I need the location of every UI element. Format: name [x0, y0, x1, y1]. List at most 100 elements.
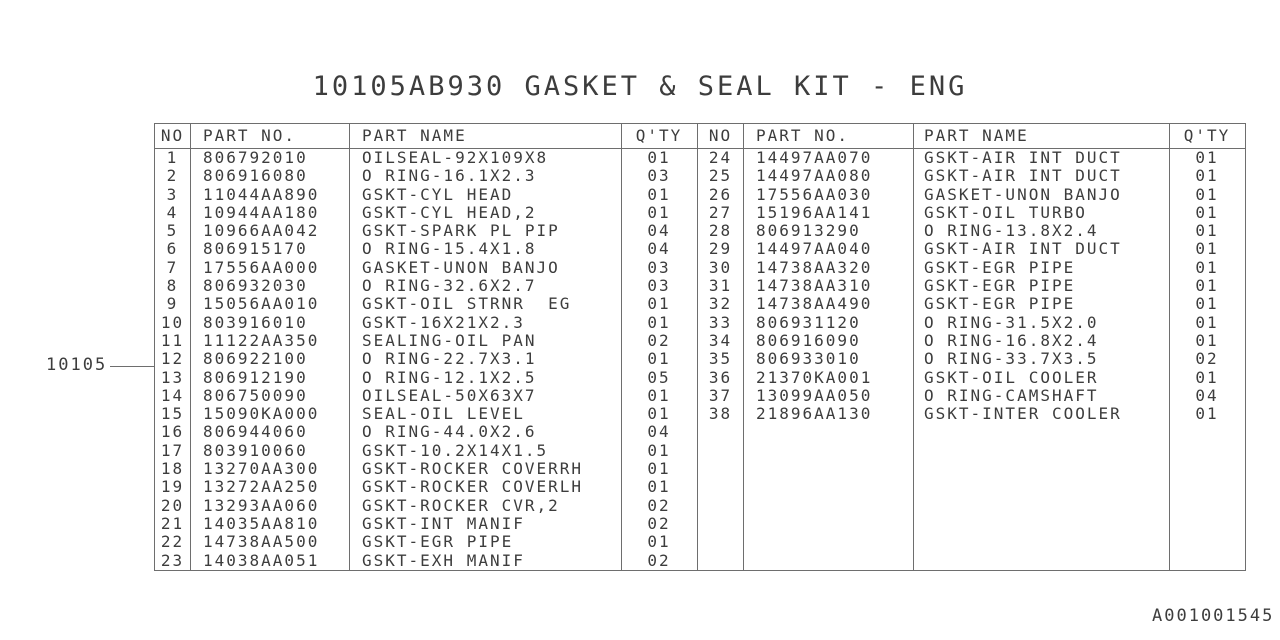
table-row: 14 806750090 OILSEAL-50X63X7 01 [155, 387, 697, 405]
cell-part-name: GSKT-INT MANIF [362, 514, 525, 533]
cell-no: 20 [160, 496, 185, 515]
table-row: 20 13293AA060 GSKT-ROCKER CVR,2 02 [155, 497, 697, 515]
cell-qty: 04 [647, 423, 671, 442]
cell-part-no: 806944060 [203, 423, 308, 442]
table-row: 35 806933010 O RING-33.7X3.5 02 [698, 350, 1245, 368]
column-divider [621, 124, 622, 570]
parts-table-left: NO PART NO. PART NAME Q'TY 1 806792010 OIL… [155, 124, 697, 570]
cell-part-name: SEALING-OIL PAN [362, 331, 537, 350]
cell-qty: 02 [647, 514, 671, 533]
cell-part-no: 806912190 [203, 368, 308, 387]
drawing-title: 10105AB930 GASKET & SEAL KIT - ENG [312, 71, 968, 102]
cell-part-no: 13099AA050 [756, 386, 873, 405]
table-row: 27 15196AA141 GSKT-OIL TURBO 01 [698, 204, 1245, 222]
table-row: 3 11044AA890 GSKT-CYL HEAD 01 [155, 186, 697, 204]
header-part-no: PART NO. [203, 126, 297, 145]
parts-table-right: NO PART NO. PART NAME Q'TY 24 14497AA070 G… [697, 124, 1245, 570]
table-row: 13 806912190 O RING-12.1X2.5 05 [155, 369, 697, 387]
cell-no: 3 [166, 185, 179, 204]
column-divider [190, 124, 191, 570]
table-body-left: 1 806792010 OILSEAL-92X109X8 01 2 806916080 O … [155, 149, 697, 570]
cell-part-name: O RING-32.6X2.7 [362, 277, 537, 296]
cell-part-no: 806916090 [756, 331, 861, 350]
table-header-left: NO PART NO. PART NAME Q'TY [155, 124, 697, 148]
figure-number-label: 10105 [46, 355, 108, 375]
table-row: 4 10944AA180 GSKT-CYL HEAD,2 01 [155, 204, 697, 222]
cell-qty: 04 [1195, 386, 1219, 405]
cell-no: 2 [166, 167, 179, 186]
cell-no: 29 [708, 240, 733, 259]
cell-part-no: 13270AA300 [203, 460, 320, 479]
header-no: NO [160, 126, 185, 145]
cell-part-name: OILSEAL-50X63X7 [362, 386, 537, 405]
cell-no: 10 [160, 313, 185, 332]
cell-no: 6 [166, 240, 179, 259]
cell-part-no: 14497AA040 [756, 240, 873, 259]
drawing-number: A001001545 [1152, 606, 1275, 626]
cell-part-no: 14497AA080 [756, 167, 873, 186]
cell-qty: 01 [647, 441, 671, 460]
cell-qty: 01 [647, 533, 671, 552]
cell-part-no: 14738AA320 [756, 258, 873, 277]
cell-qty: 03 [647, 167, 671, 186]
table-row: 32 14738AA490 GSKT-EGR PIPE 01 [698, 295, 1245, 313]
table-row: 16 806944060 O RING-44.0X2.6 04 [155, 423, 697, 441]
table-row: 15 15090KA000 SEAL-OIL LEVEL 01 [155, 405, 697, 423]
cell-qty: 04 [647, 222, 671, 241]
cell-no: 28 [708, 222, 733, 241]
cell-qty: 01 [1195, 405, 1219, 424]
cell-part-no: 15056AA010 [203, 295, 320, 314]
header-part-name: PART NAME [924, 126, 1029, 145]
cell-part-no: 17556AA000 [203, 258, 320, 277]
cell-part-name: GSKT-EGR PIPE [924, 277, 1076, 296]
table-row: 21 14035AA810 GSKT-INT MANIF 02 [155, 515, 697, 533]
table-row: 10 803916010 GSKT-16X21X2.3 01 [155, 314, 697, 332]
cell-part-name: O RING-15.4X1.8 [362, 240, 537, 259]
cell-no: 5 [166, 222, 179, 241]
cell-part-name: O RING-16.1X2.3 [362, 167, 537, 186]
table-row: 30 14738AA320 GSKT-EGR PIPE 01 [698, 259, 1245, 277]
cell-part-name: O RING-CAMSHAFT [924, 386, 1099, 405]
cell-part-no: 806913290 [756, 222, 861, 241]
cell-part-name: GSKT-OIL TURBO [924, 203, 1087, 222]
cell-qty: 01 [1195, 167, 1219, 186]
table-body-right: 24 14497AA070 GSKT-AIR INT DUCT 01 25 14497AA… [698, 149, 1245, 423]
cell-part-name: GSKT-OIL COOLER [924, 368, 1099, 387]
cell-part-no: 806933010 [756, 350, 861, 369]
cell-part-no: 803916010 [203, 313, 308, 332]
cell-part-no: 806916080 [203, 167, 308, 186]
cell-qty: 01 [647, 386, 671, 405]
cell-qty: 02 [1195, 350, 1219, 369]
cell-part-name: O RING-33.7X3.5 [924, 350, 1099, 369]
cell-qty: 02 [647, 496, 671, 515]
cell-part-no: 806750090 [203, 386, 308, 405]
cell-qty: 01 [1195, 331, 1219, 350]
table-row: 23 14038AA051 GSKT-EXH MANIF 02 [155, 552, 697, 570]
cell-part-no: 806915170 [203, 240, 308, 259]
cell-part-name: GSKT-OIL STRNR EG [362, 295, 572, 314]
cell-part-name: GSKT-ROCKER COVERRH [362, 460, 584, 479]
cell-part-name: SEAL-OIL LEVEL [362, 405, 525, 424]
column-divider [743, 124, 744, 570]
cell-part-name: GSKT-ROCKER CVR,2 [362, 496, 560, 515]
column-divider [349, 124, 350, 570]
cell-part-no: 803910060 [203, 441, 308, 460]
table-row: 28 806913290 O RING-13.8X2.4 01 [698, 222, 1245, 240]
cell-qty: 03 [647, 258, 671, 277]
cell-no: 36 [708, 368, 733, 387]
cell-part-no: 806792010 [203, 149, 308, 167]
cell-part-no: 806931120 [756, 313, 861, 332]
table-row: 38 21896AA130 GSKT-INTER COOLER 01 [698, 405, 1245, 423]
cell-qty: 01 [647, 203, 671, 222]
table-row: 37 13099AA050 O RING-CAMSHAFT 04 [698, 387, 1245, 405]
table-row: 26 17556AA030 GASKET-UNON BANJO 01 [698, 186, 1245, 204]
cell-no: 11 [160, 331, 185, 350]
cell-part-name: O RING-12.1X2.5 [362, 368, 537, 387]
cell-no: 37 [708, 386, 733, 405]
table-row: 33 806931120 O RING-31.5X2.0 01 [698, 314, 1245, 332]
cell-part-name: GASKET-UNON BANJO [924, 185, 1122, 204]
table-header-right: NO PART NO. PART NAME Q'TY [698, 124, 1245, 148]
table-row: 34 806916090 O RING-16.8X2.4 01 [698, 332, 1245, 350]
cell-part-name: GSKT-EGR PIPE [924, 258, 1076, 277]
cell-part-name: O RING-31.5X2.0 [924, 313, 1099, 332]
